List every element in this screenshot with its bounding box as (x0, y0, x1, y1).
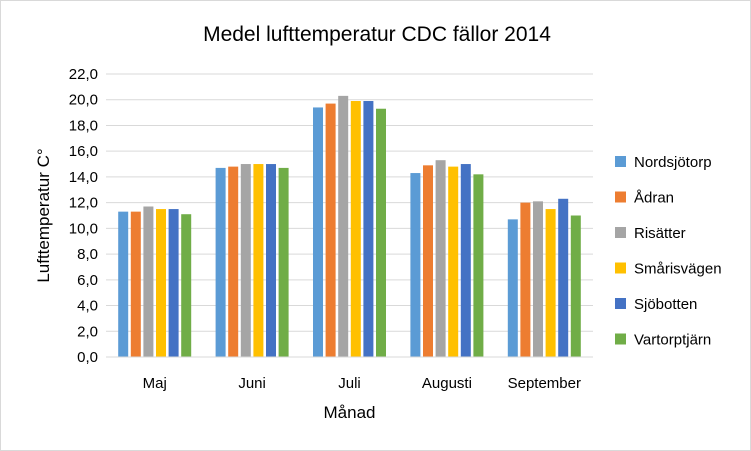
y-tick-label: 4,0 (77, 298, 98, 315)
bar (156, 209, 166, 357)
y-tick-label: 6,0 (77, 272, 98, 289)
chart-title: Medel lufttemperatur CDC fällor 2014 (203, 23, 551, 46)
bar (423, 165, 433, 357)
bar (520, 202, 531, 357)
bar (143, 206, 154, 357)
y-tick-label: 22,0 (69, 66, 98, 83)
y-tick-label: 12,0 (69, 195, 98, 212)
bar (313, 107, 323, 357)
y-axis-title: Lufttemperatur C° (34, 148, 53, 282)
bar (240, 164, 251, 357)
legend-swatch (615, 191, 626, 203)
y-tick-label: 18,0 (69, 117, 98, 134)
legend-swatch (615, 333, 626, 345)
legend-swatch (615, 227, 626, 238)
bar (350, 101, 361, 357)
legend-label: Sjöbotten (634, 296, 697, 313)
legend-label: Smårisvägen (634, 261, 722, 278)
legend-label: Nordsjötorp (634, 154, 712, 171)
x-tick-label: Juli (338, 375, 361, 392)
y-tick-label: 8,0 (77, 246, 98, 263)
x-axis-ticks: Maj Juni Juli Augusti September (143, 375, 581, 392)
bar (473, 174, 484, 357)
bar (435, 160, 446, 357)
y-tick-label: 20,0 (69, 92, 98, 109)
y-tick-label: 0,0 (77, 349, 98, 366)
bars (118, 95, 581, 358)
bar (376, 108, 386, 358)
x-tick-label: Maj (143, 375, 167, 392)
bar (363, 101, 374, 357)
x-axis-title: Månad (324, 403, 376, 422)
bar (460, 164, 471, 357)
y-tick-label: 16,0 (69, 143, 98, 160)
bar (325, 103, 336, 357)
bar (448, 166, 459, 357)
bar (118, 211, 129, 357)
y-tick-label: 2,0 (77, 323, 98, 340)
bar (130, 211, 141, 357)
bar (168, 209, 179, 357)
y-axis-ticks: 0,0 2,0 4,0 6,0 8,0 10,0 12,0 14,0 16,0 18,0 20,0 2… (69, 66, 98, 366)
x-tick-label: Juni (238, 375, 266, 392)
bar (181, 214, 192, 357)
bar (266, 164, 276, 357)
legend-label: Ådran (634, 190, 674, 207)
bar (545, 209, 556, 357)
bar (533, 201, 543, 357)
legend-swatch (615, 262, 626, 274)
x-tick-label: September (508, 375, 581, 392)
bar (338, 95, 349, 358)
bar (215, 167, 226, 357)
legend-swatch (615, 156, 626, 167)
gridlines (106, 73, 593, 332)
bar (507, 219, 518, 357)
bar (228, 166, 239, 357)
y-tick-label: 10,0 (69, 220, 98, 237)
bar (558, 198, 569, 357)
bar (410, 173, 421, 357)
legend-label: Vartorptjärn (634, 332, 711, 349)
bar (570, 215, 581, 357)
legend: Nordsjötorp Ådran Risätter Smårisvägen Sjöbo… (615, 154, 722, 349)
x-tick-label: Augusti (422, 375, 472, 392)
legend-label: Risätter (634, 225, 686, 242)
legend-swatch (615, 298, 626, 309)
y-tick-label: 14,0 (69, 169, 98, 186)
bar (278, 167, 289, 357)
bar (253, 164, 264, 357)
